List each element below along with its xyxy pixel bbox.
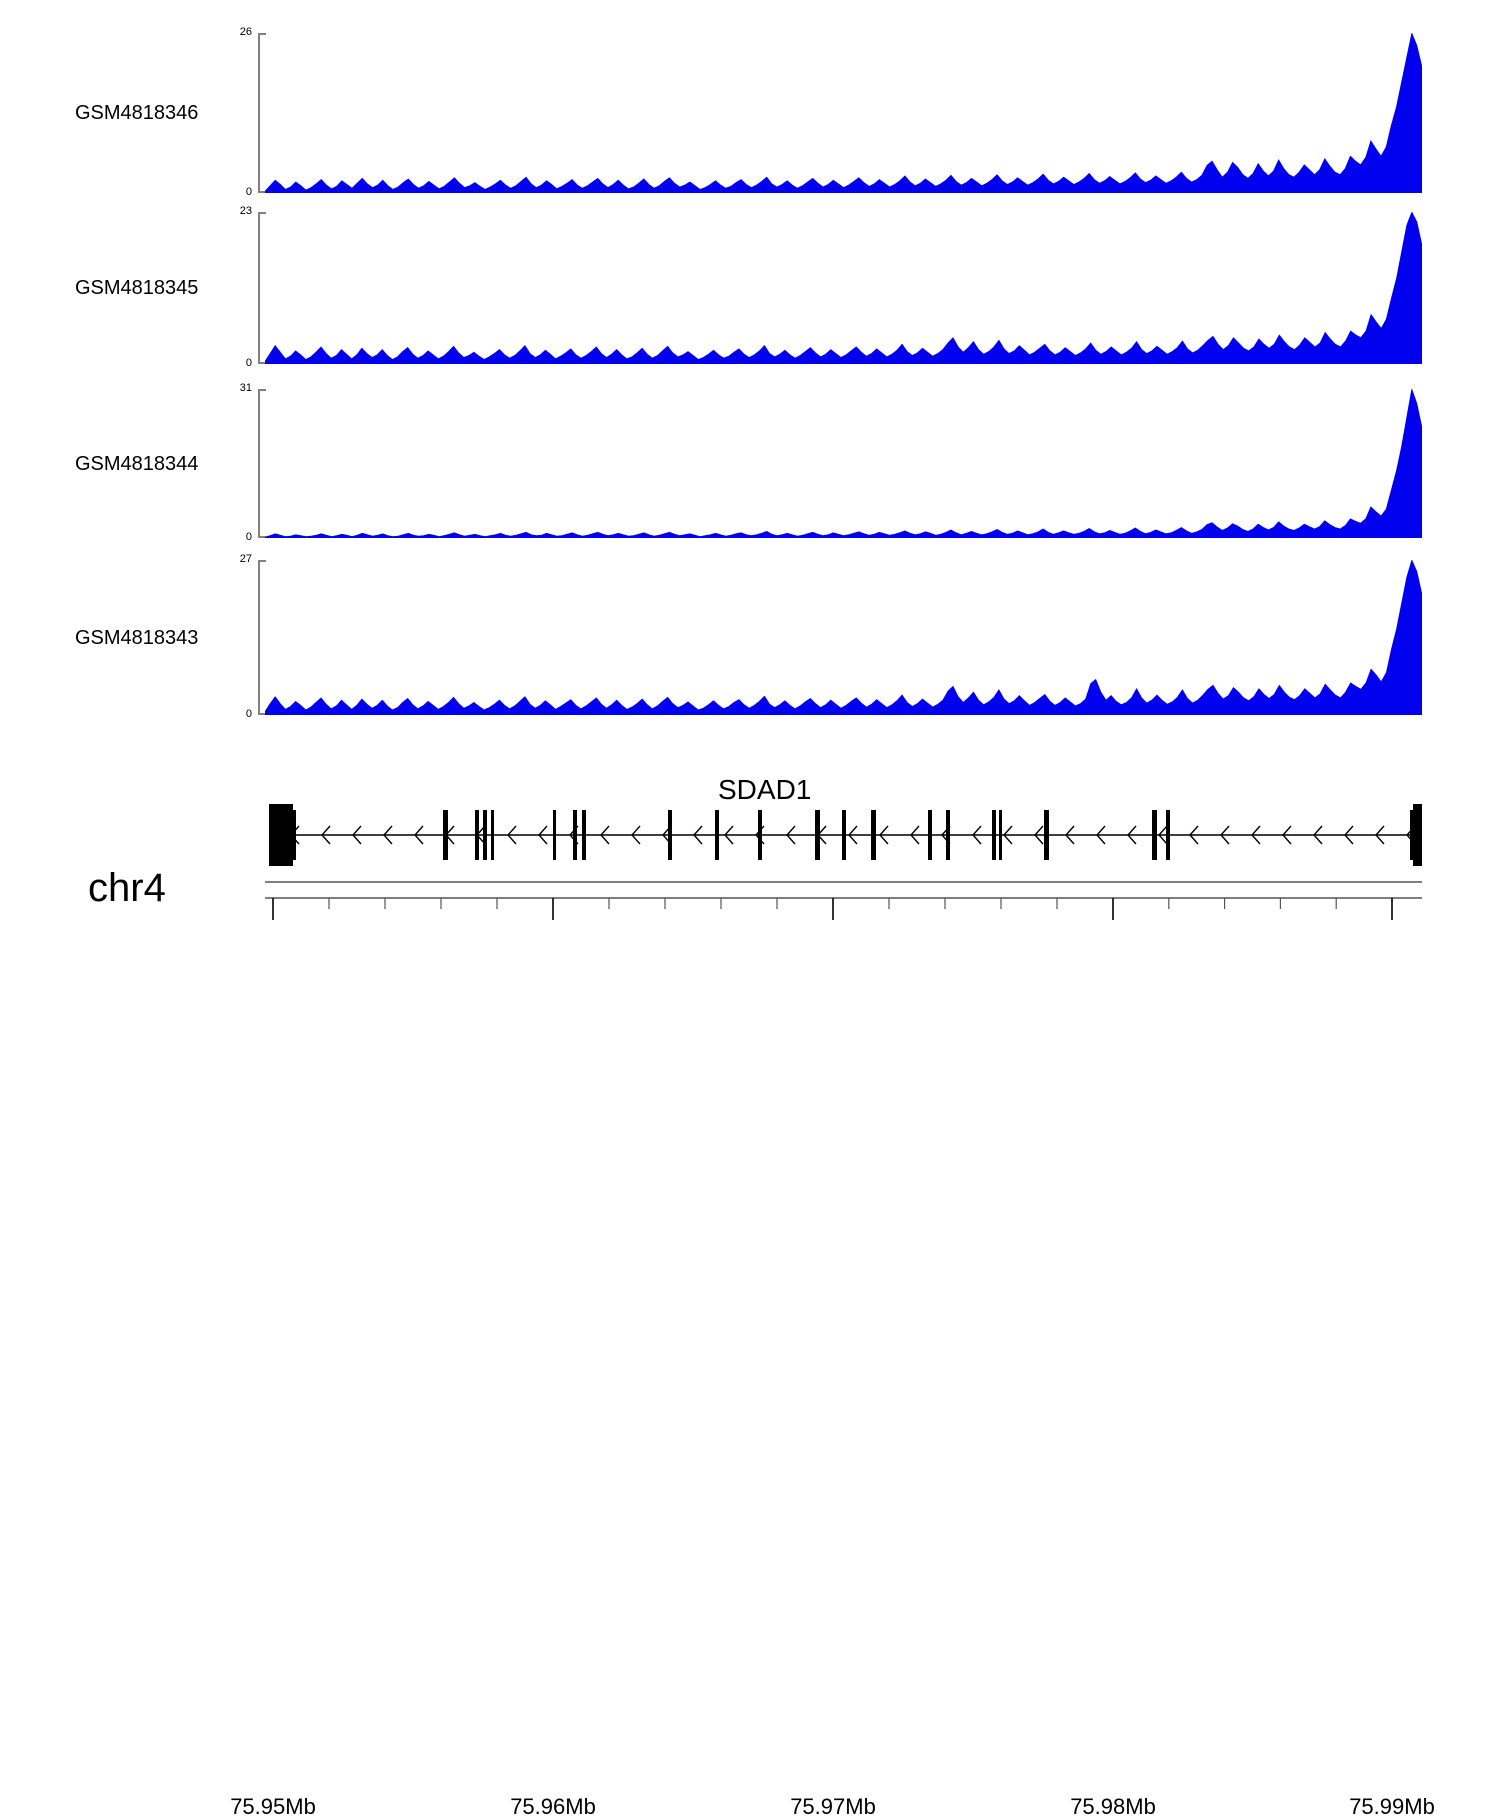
- track-ymax-label: 23: [239, 205, 252, 217]
- coverage-track[interactable]: GSM4818344 31 0: [0, 383, 1500, 543]
- strand-arrow-left-icon: [321, 825, 331, 845]
- track-ymin-label: 0: [245, 531, 252, 543]
- strand-arrow-left-icon: [972, 825, 982, 845]
- track-axis-bracket: [258, 560, 266, 715]
- ruler-ticks: [265, 897, 1422, 920]
- track-ymin-label: 0: [245, 186, 252, 198]
- gene-utr-block: [1413, 804, 1422, 866]
- gene-exon: [292, 810, 296, 860]
- strand-arrow-left-icon: [631, 825, 641, 845]
- track-ymin-label: 0: [245, 357, 252, 369]
- gene-exon: [483, 810, 487, 860]
- track-ymax-label: 31: [239, 382, 252, 394]
- chromosome-label: chr4: [88, 866, 166, 910]
- track-axis-bracket: [258, 389, 266, 538]
- strand-arrow-left-icon: [1282, 825, 1292, 845]
- strand-arrow-left-icon: [724, 825, 734, 845]
- gene-exon: [715, 810, 719, 860]
- coordinate-ruler: 75.95Mb 75.96Mb 75.97Mb 75.98Mb 75.99Mb: [0, 880, 1500, 1818]
- strand-arrow-left-icon: [507, 825, 517, 845]
- ruler-tick-label: 75.98Mb: [1070, 1794, 1156, 1819]
- strand-arrow-left-icon: [1034, 825, 1044, 845]
- ruler-tick-label: 75.99Mb: [1349, 1794, 1435, 1819]
- coverage-area-plot: [265, 212, 1422, 364]
- gene-exon: [553, 810, 556, 860]
- gene-exon: [946, 810, 950, 860]
- track-sample-label: GSM4818343: [75, 626, 199, 649]
- gene-exon: [1410, 810, 1415, 860]
- track-ymax-label: 27: [239, 553, 252, 565]
- gene-exon: [842, 810, 846, 860]
- strand-arrow-left-icon: [786, 825, 796, 845]
- gene-exon: [1166, 810, 1170, 860]
- gene-exon: [1044, 810, 1049, 860]
- gene-model-track[interactable]: SDAD1: [0, 760, 1500, 890]
- track-ymin-label: 0: [245, 708, 252, 720]
- gene-exon: [475, 810, 479, 860]
- gene-label: SDAD1: [718, 774, 812, 805]
- gene-exon: [491, 810, 494, 860]
- strand-arrow-left-icon: [1344, 825, 1354, 845]
- gene-exon: [573, 810, 577, 860]
- strand-arrow-left-icon: [848, 825, 858, 845]
- gene-exon: [582, 810, 586, 860]
- gene-utr-block: [269, 804, 293, 866]
- track-axis-bracket: [258, 33, 266, 193]
- strand-arrow-left-icon: [1313, 825, 1323, 845]
- strand-arrow-left-icon: [383, 825, 393, 845]
- gene-exon: [999, 810, 1002, 860]
- ruler-tick-label: 75.95Mb: [230, 1794, 316, 1819]
- gene-exon: [815, 810, 820, 860]
- strand-arrow-left-icon: [879, 825, 889, 845]
- strand-arrow-left-icon: [1375, 825, 1385, 845]
- track-sample-label: GSM4818345: [75, 277, 199, 299]
- ruler-tick-label: 75.96Mb: [510, 1794, 596, 1819]
- coverage-area-plot: [265, 33, 1422, 193]
- strand-arrow-left-icon: [1220, 825, 1230, 845]
- strand-arrow-left-icon: [1065, 825, 1075, 845]
- strand-arrow-left-icon: [1189, 825, 1199, 845]
- gene-model-svg: [265, 804, 1422, 883]
- strand-arrow-left-icon: [1003, 825, 1013, 845]
- strand-arrow-left-icon: [1127, 825, 1137, 845]
- gene-exon: [443, 810, 448, 860]
- ruler-tick-label: 75.97Mb: [790, 1794, 876, 1819]
- strand-arrow-left-icon: [1251, 825, 1261, 845]
- gene-exon: [1152, 810, 1157, 860]
- track-axis-bracket: [258, 212, 266, 364]
- strand-arrow-left-icon: [1096, 825, 1106, 845]
- coverage-track[interactable]: GSM4818343 27 0: [0, 554, 1500, 720]
- track-sample-label: GSM4818344: [75, 452, 199, 475]
- gene-exon: [668, 810, 672, 860]
- strand-arrow-left-icon: [538, 825, 548, 845]
- genome-browser: GSM4818346 26 0 GSM4818345 23 0 GSM4818344 31 0 G…: [0, 27, 1500, 1818]
- gene-exon: [758, 810, 762, 860]
- strand-arrow-left-icon: [352, 825, 362, 845]
- coverage-area-plot: [265, 560, 1422, 715]
- gene-exon: [928, 810, 932, 860]
- coverage-track[interactable]: GSM4818345 23 0: [0, 206, 1500, 369]
- strand-arrow-left-icon: [693, 825, 703, 845]
- strand-arrow-left-icon: [414, 825, 424, 845]
- coverage-area-plot: [265, 389, 1422, 538]
- strand-arrow-left-icon: [910, 825, 920, 845]
- track-sample-label: GSM4818346: [75, 102, 199, 124]
- strand-arrow-left-icon: [1158, 825, 1168, 845]
- gene-exon: [992, 810, 996, 860]
- coverage-track[interactable]: GSM4818346 26 0: [0, 27, 1500, 198]
- gene-exon: [871, 810, 876, 860]
- track-ymax-label: 26: [239, 26, 252, 38]
- strand-arrow-left-icon: [600, 825, 610, 845]
